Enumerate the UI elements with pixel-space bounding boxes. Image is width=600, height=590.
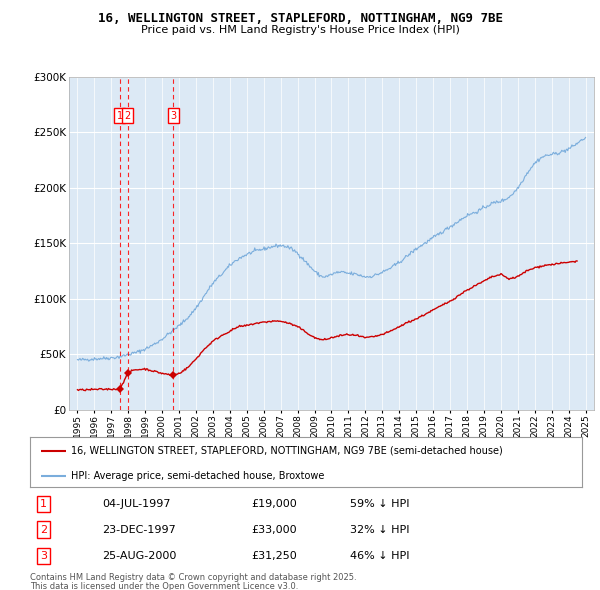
Text: 16, WELLINGTON STREET, STAPLEFORD, NOTTINGHAM, NG9 7BE: 16, WELLINGTON STREET, STAPLEFORD, NOTTI…	[97, 12, 503, 25]
Text: £31,250: £31,250	[251, 551, 296, 561]
Text: £19,000: £19,000	[251, 499, 296, 509]
Text: 16, WELLINGTON STREET, STAPLEFORD, NOTTINGHAM, NG9 7BE (semi-detached house): 16, WELLINGTON STREET, STAPLEFORD, NOTTI…	[71, 445, 503, 455]
Text: Price paid vs. HM Land Registry's House Price Index (HPI): Price paid vs. HM Land Registry's House …	[140, 25, 460, 35]
Text: 59% ↓ HPI: 59% ↓ HPI	[350, 499, 410, 509]
Text: 25-AUG-2000: 25-AUG-2000	[102, 551, 176, 561]
Text: 3: 3	[40, 551, 47, 561]
Text: 23-DEC-1997: 23-DEC-1997	[102, 525, 176, 535]
Text: 2: 2	[125, 110, 131, 120]
Text: HPI: Average price, semi-detached house, Broxtowe: HPI: Average price, semi-detached house,…	[71, 471, 325, 481]
Text: 04-JUL-1997: 04-JUL-1997	[102, 499, 170, 509]
Text: Contains HM Land Registry data © Crown copyright and database right 2025.: Contains HM Land Registry data © Crown c…	[30, 573, 356, 582]
Text: 46% ↓ HPI: 46% ↓ HPI	[350, 551, 410, 561]
Text: 3: 3	[170, 110, 176, 120]
Text: 32% ↓ HPI: 32% ↓ HPI	[350, 525, 410, 535]
Text: 2: 2	[40, 525, 47, 535]
Text: 1: 1	[40, 499, 47, 509]
Text: 1: 1	[117, 110, 123, 120]
Text: £33,000: £33,000	[251, 525, 296, 535]
Text: This data is licensed under the Open Government Licence v3.0.: This data is licensed under the Open Gov…	[30, 582, 298, 590]
